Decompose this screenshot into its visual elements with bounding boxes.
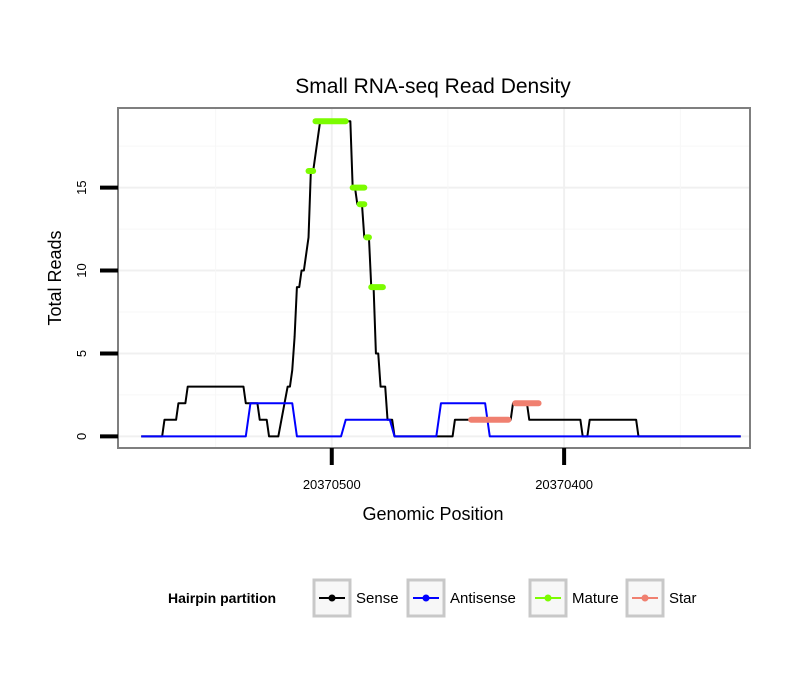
x-axis-label: Genomic Position — [362, 504, 503, 524]
legend-title: Hairpin partition — [168, 590, 276, 606]
legend-key-point — [328, 594, 336, 602]
series-line-antisense — [141, 402, 741, 438]
y-tick-label: 5 — [74, 350, 89, 357]
legend-label: Antisense — [450, 590, 516, 607]
legend-key-point — [641, 594, 649, 602]
x-axis: 20370500 20370400 — [303, 448, 593, 492]
x-tick-label: 20370400 — [535, 477, 593, 492]
y-tick-label: 15 — [74, 180, 89, 194]
legend-entries: Sense Antisense Mature Star — [312, 578, 697, 618]
y-axis: 0 5 10 15 — [74, 180, 118, 440]
plot-area — [117, 107, 751, 449]
plot-border — [117, 107, 751, 449]
legend-label: Star — [669, 590, 697, 607]
chart-title: Small RNA-seq Read Density — [295, 75, 571, 98]
legend-label: Sense — [356, 590, 399, 607]
grid — [118, 108, 750, 448]
legend-key-point — [422, 594, 430, 602]
legend-label: Mature — [572, 590, 619, 607]
x-tick-label: 20370500 — [303, 477, 361, 492]
y-axis-label: Total Reads — [45, 230, 65, 325]
legend-key-point — [544, 594, 552, 602]
y-tick-label: 10 — [74, 263, 89, 277]
plot-panel — [118, 108, 750, 448]
series-lines — [141, 118, 741, 438]
legend: Hairpin partition Sense Antisense Mature St… — [168, 578, 697, 618]
y-tick-label: 0 — [74, 433, 89, 440]
